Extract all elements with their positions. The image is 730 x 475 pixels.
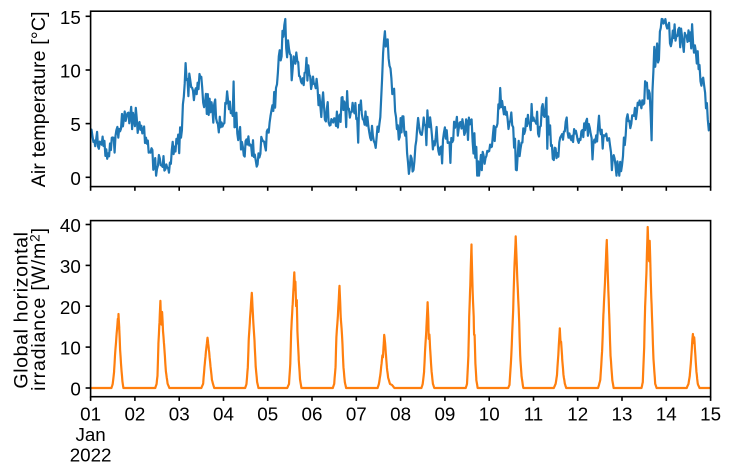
svg-text:irradiance [W/m2]: irradiance [W/m2] <box>28 227 50 391</box>
svg-text:15: 15 <box>700 403 721 424</box>
svg-text:05: 05 <box>257 403 278 424</box>
svg-text:5: 5 <box>70 114 80 135</box>
svg-text:10: 10 <box>60 338 81 359</box>
svg-text:30: 30 <box>60 256 81 277</box>
svg-text:10: 10 <box>60 61 81 82</box>
svg-text:Air temperature [°C]: Air temperature [°C] <box>28 11 50 187</box>
svg-text:13: 13 <box>612 403 633 424</box>
svg-text:0: 0 <box>70 379 80 400</box>
svg-text:03: 03 <box>169 403 190 424</box>
svg-text:14: 14 <box>656 403 677 424</box>
svg-text:01: 01 <box>80 403 101 424</box>
svg-text:02: 02 <box>124 403 145 424</box>
svg-text:04: 04 <box>213 403 234 424</box>
svg-text:11: 11 <box>524 403 544 424</box>
svg-text:10: 10 <box>479 403 500 424</box>
svg-text:Jan: Jan <box>75 424 105 445</box>
svg-text:20: 20 <box>60 297 81 318</box>
svg-text:06: 06 <box>302 403 323 424</box>
svg-text:Global horizontal: Global horizontal <box>11 231 33 388</box>
svg-text:07: 07 <box>346 403 367 424</box>
svg-text:2022: 2022 <box>70 445 112 466</box>
svg-text:09: 09 <box>434 403 455 424</box>
svg-text:12: 12 <box>567 403 588 424</box>
svg-text:15: 15 <box>60 7 81 28</box>
svg-text:08: 08 <box>390 403 411 424</box>
svg-text:0: 0 <box>70 168 80 189</box>
svg-text:40: 40 <box>60 215 81 236</box>
